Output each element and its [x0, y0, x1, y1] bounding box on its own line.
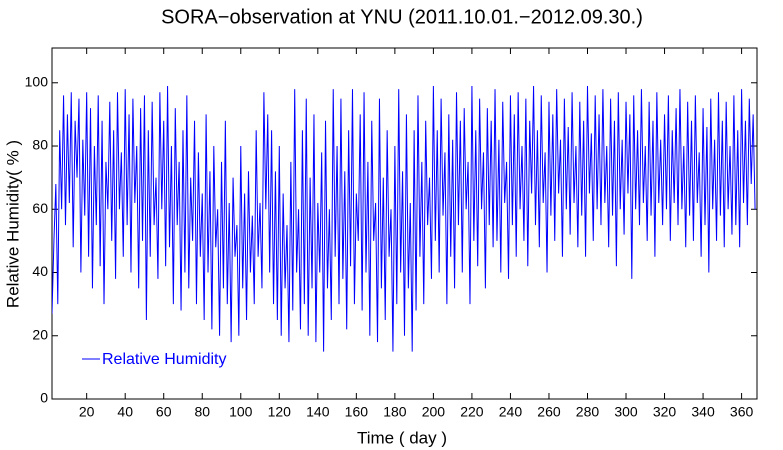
y-tick-label: 0 [40, 390, 48, 406]
data-line [52, 85, 756, 352]
x-axis-label: Time ( day ) [357, 428, 447, 447]
x-tick-label: 160 [345, 404, 369, 420]
x-tick-label: 40 [117, 404, 133, 420]
y-axis-label: Relative Humidity( % ) [3, 140, 22, 308]
x-tick-label: 360 [730, 404, 754, 420]
chart-title: SORA−observation at YNU (2011.10.01.−201… [161, 6, 643, 28]
y-tick-label: 80 [32, 137, 48, 153]
x-tick-label: 200 [422, 404, 446, 420]
y-tick-label: 100 [25, 73, 49, 89]
x-tick-label: 260 [537, 404, 561, 420]
x-tick-label: 180 [383, 404, 407, 420]
plot-frame [51, 47, 758, 400]
x-tick-label: 240 [499, 404, 523, 420]
x-tick-label: 60 [156, 404, 172, 420]
x-tick-label: 220 [460, 404, 484, 420]
y-tick-label: 40 [32, 263, 48, 279]
legend-label: Relative Humidity [102, 351, 226, 368]
x-tick-label: 120 [268, 404, 292, 420]
x-tick-label: 80 [194, 404, 210, 420]
x-tick-label: 100 [229, 404, 253, 420]
x-tick-label: 320 [653, 404, 677, 420]
x-tick-label: 20 [79, 404, 95, 420]
y-tick-label: 20 [32, 326, 48, 342]
x-tick-label: 140 [306, 404, 330, 420]
x-tick-label: 280 [576, 404, 600, 420]
y-tick-label: 60 [32, 200, 48, 216]
x-tick-label: 300 [614, 404, 638, 420]
x-tick-label: 340 [691, 404, 715, 420]
